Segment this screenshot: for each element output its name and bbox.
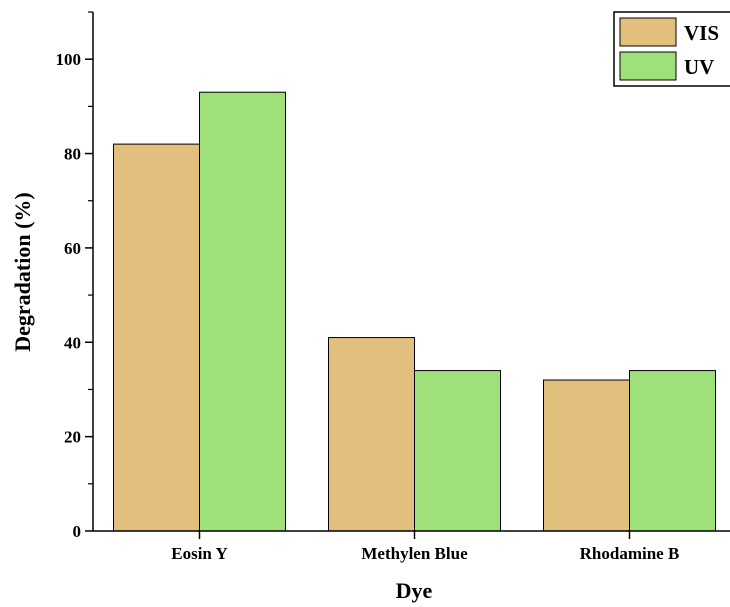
x-ticks: Eosin Y Methylen Blue Rhodamine B [171, 531, 679, 563]
bar-uv-methylen-blue [414, 370, 501, 532]
y-tick-label: 80 [64, 145, 81, 164]
legend-label-uv: UV [684, 55, 714, 79]
bar-vis-methylen-blue [328, 337, 415, 532]
bar-vis-eosin-y [113, 143, 200, 532]
legend-swatch-uv [619, 51, 677, 81]
y-tick-label: 20 [64, 428, 81, 447]
y-tick-label: 100 [56, 50, 82, 69]
y-tick-label: 0 [73, 522, 82, 541]
legend-label-vis: VIS [684, 21, 719, 45]
y-axis-title: Degradation (%) [10, 192, 35, 351]
x-axis-title: Dye [396, 578, 433, 603]
y-ticks: 0 20 40 60 80 100 [56, 11, 93, 541]
bar-vis-rhodamine-b [543, 379, 630, 532]
y-tick-label: 40 [64, 333, 81, 352]
x-tick-label: Eosin Y [171, 544, 228, 563]
bars-layer [113, 91, 716, 532]
x-tick-label: Rhodamine B [580, 544, 680, 563]
legend-swatch-vis [619, 17, 677, 47]
bar-uv-eosin-y [199, 91, 286, 532]
x-tick-label: Methylen Blue [361, 544, 468, 563]
y-tick-label: 60 [64, 239, 81, 258]
bar-uv-rhodamine-b [629, 370, 716, 532]
legend: VIS UV [613, 11, 730, 87]
